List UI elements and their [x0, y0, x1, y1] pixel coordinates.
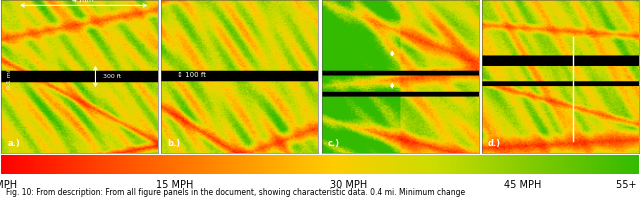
Text: b.): b.): [168, 139, 181, 148]
Text: a.): a.): [8, 139, 20, 148]
Text: Fig. 10: From description: From all figure panels in the document, showing chara: Fig. 10: From description: From all figu…: [6, 188, 465, 197]
Text: c.): c.): [328, 139, 340, 148]
Text: 300 ft: 300 ft: [103, 74, 122, 79]
Text: ↕ 100 ft: ↕ 100 ft: [177, 72, 206, 78]
Text: 0.1 mi: 0.1 mi: [8, 70, 12, 89]
Text: 4 min: 4 min: [72, 0, 94, 4]
Text: 45 MPH: 45 MPH: [504, 180, 541, 190]
Text: 55+ MPH: 55+ MPH: [616, 180, 640, 190]
Text: d.): d.): [488, 139, 501, 148]
Text: 15 MPH: 15 MPH: [156, 180, 194, 190]
Text: 0 MPH: 0 MPH: [0, 180, 17, 190]
Text: 30 MPH: 30 MPH: [330, 180, 367, 190]
